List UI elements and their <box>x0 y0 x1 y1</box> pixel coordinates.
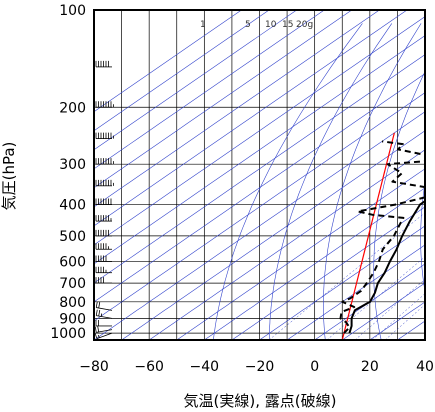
wind-barb-975 <box>94 325 113 333</box>
isotherm-line <box>94 10 408 227</box>
wind-barb-650 <box>95 266 112 274</box>
mixing-ratio-label-20: 20g <box>296 20 313 30</box>
isotherm-line <box>231 206 425 340</box>
wind-barb-half-feather <box>97 334 100 338</box>
y-tick-label-200: 200 <box>59 100 86 116</box>
wind-barb-1000 <box>94 332 113 340</box>
wind-barb-300 <box>95 158 114 165</box>
isotherm-line <box>94 92 425 322</box>
x-tick-label-4: 0 <box>310 359 319 375</box>
y-tick-label-800: 800 <box>59 295 86 311</box>
wind-barb-350 <box>95 179 114 187</box>
x-tick-labels: −80 −60 −40 −20 0 20 40 <box>79 359 434 375</box>
temperature-profile-line <box>348 199 425 334</box>
mixing-ratio-label-15: 15 <box>282 20 293 30</box>
isotherm-line <box>94 73 425 303</box>
x-tick-label-2: −40 <box>190 359 220 375</box>
wind-barb-feather <box>98 302 101 309</box>
grid-layer <box>94 10 425 340</box>
y-tick-label-300: 300 <box>59 157 86 173</box>
x-tick-label-1: −60 <box>134 359 164 375</box>
y-tick-label-900: 900 <box>59 311 86 327</box>
y-axis-title: 気圧(hPa) <box>0 142 18 211</box>
wind-barb-550 <box>95 243 112 250</box>
wind-barb-950 <box>95 319 112 327</box>
mixing-ratio-label-5: 5 <box>245 20 251 30</box>
isotherm-line <box>94 54 425 284</box>
isotherm-line <box>94 10 380 208</box>
dry-adiabat-line <box>323 23 422 340</box>
wind-barb-600 <box>95 255 112 262</box>
mixing-ratio-labels: 1 5 10 15 20g <box>200 20 313 30</box>
wind-barb-half-feather <box>100 313 103 317</box>
isotherm-line <box>259 225 425 340</box>
dry-adiabat-line <box>420 180 425 294</box>
isotherm-line <box>121 130 425 340</box>
wind-barb-feather <box>97 325 100 333</box>
x-axis-title: 気温(実線), 露点(破線) <box>184 392 337 410</box>
wind-barb-staff <box>96 307 113 311</box>
wind-barb-feather <box>95 309 98 316</box>
isotherm-line <box>176 168 425 340</box>
y-tick-label-700: 700 <box>59 276 86 292</box>
isotherm-line <box>94 10 297 151</box>
wind-barb-feather <box>94 326 97 333</box>
mixing-ratio-label-10: 10 <box>265 20 277 30</box>
plot-frame <box>93 9 426 341</box>
mixing-ratio-line-1 <box>268 212 425 340</box>
wind-barb-700 <box>95 277 112 284</box>
y-tick-label-100: 100 <box>59 3 86 19</box>
diagonal-lines-layer <box>94 10 425 340</box>
wind-barbs-layer <box>94 10 114 340</box>
profile-layer <box>339 140 425 334</box>
wind-barb-400 <box>95 198 112 205</box>
isotherm-line <box>149 149 425 340</box>
mixing-ratio-label-1: 1 <box>200 20 206 30</box>
x-tick-label-0: −80 <box>79 359 109 375</box>
wind-barb-200 <box>95 101 114 108</box>
x-tick-label-6: 40 <box>416 359 434 375</box>
isotherm-line <box>342 282 425 340</box>
isotherm-line <box>94 16 425 246</box>
isotherm-line <box>94 10 352 189</box>
wind-barb-450 <box>95 215 112 222</box>
wind-barb-250 <box>95 132 114 139</box>
isotherm-line <box>94 10 325 170</box>
dry-adiabat-line <box>373 70 425 340</box>
isotherm-line <box>286 244 425 340</box>
dry-adiabat-line <box>213 23 363 340</box>
y-tick-label-600: 600 <box>59 254 86 270</box>
wind-barb-150 <box>95 60 112 68</box>
wind-barb-feather <box>98 310 101 317</box>
y-tick-label-500: 500 <box>59 229 86 245</box>
x-tick-label-3: −20 <box>245 359 275 375</box>
y-tick-label-1000: 1000 <box>50 326 86 342</box>
wind-barb-feather <box>95 301 98 308</box>
dewpoint-profile-line <box>339 140 425 334</box>
x-tick-label-5: 20 <box>361 359 379 375</box>
wind-barb-feather <box>94 332 98 339</box>
isotherm-line <box>94 111 425 340</box>
wind-barb-500 <box>95 229 112 237</box>
wind-barb-850 <box>95 301 113 311</box>
y-tick-label-400: 400 <box>59 198 86 214</box>
wind-barb-900 <box>95 309 113 319</box>
isotherm-line <box>369 301 425 340</box>
dry-adiabat-line <box>269 23 393 340</box>
